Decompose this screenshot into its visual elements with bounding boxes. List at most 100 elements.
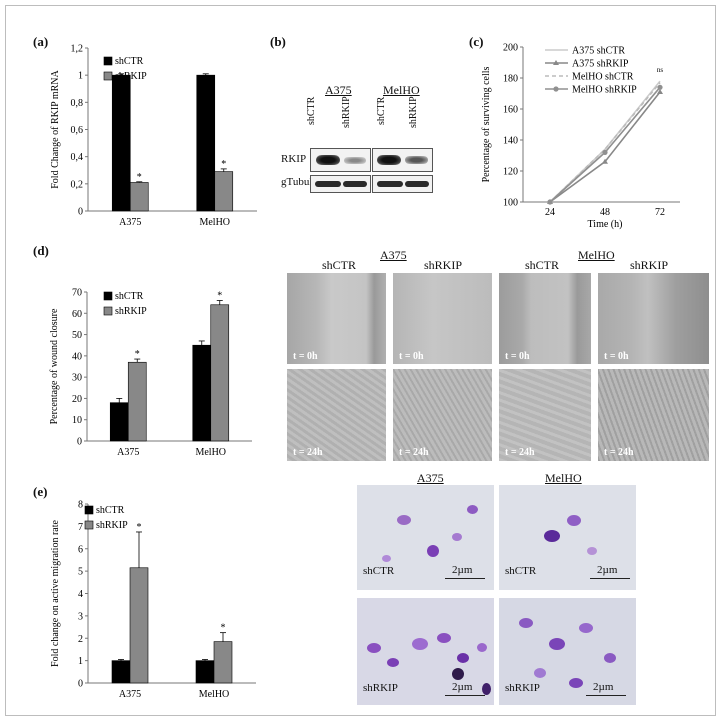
wound-time-label: t = 0h — [399, 351, 424, 362]
wound-time-label: t = 0h — [505, 351, 530, 362]
y-tick-label: 20 — [72, 394, 82, 405]
panel-d-label: (d) — [33, 243, 49, 258]
y-tick-label: 0,8 — [71, 98, 84, 109]
scale-bar — [590, 578, 630, 579]
blot-lane-label: shRKIP — [341, 96, 352, 128]
legend-label: A375 shRKIP — [572, 59, 629, 70]
migration-row-label: shRKIP — [363, 682, 398, 694]
wound-image — [598, 273, 709, 364]
blot-cellline-a375: A375 — [325, 83, 352, 97]
legend-label: A375 shCTR — [572, 46, 625, 57]
scale-bar-label: 2µm — [597, 564, 618, 576]
data-point — [602, 149, 608, 155]
x-tick-label: A375 — [117, 447, 139, 458]
y-tick-label: 8 — [78, 500, 83, 511]
significance-mark: * — [221, 623, 226, 634]
data-point — [657, 84, 663, 90]
x-tick-label: A375 — [119, 689, 141, 700]
y-tick-label: 4 — [78, 589, 83, 600]
significance-mark: * — [137, 172, 142, 183]
wound-time-label: t = 0h — [604, 351, 629, 362]
legend-marker — [553, 60, 559, 65]
scale-bar — [445, 695, 485, 696]
bar-shCTR — [111, 660, 131, 684]
legend-swatch — [84, 520, 94, 530]
wound-image — [598, 369, 709, 461]
legend-label: MelHO shCTR — [572, 72, 634, 83]
y-tick-label: 70 — [72, 288, 82, 299]
migration-group-a375: A375 — [417, 471, 444, 485]
blot-strip-rkip-a375 — [310, 148, 371, 172]
wound-time-label: t = 24h — [604, 447, 634, 458]
legend-label: shRKIP — [115, 71, 147, 82]
data-point — [602, 158, 608, 164]
panel-e-label: (e) — [33, 484, 48, 499]
wound-col-label: shCTR — [322, 258, 357, 272]
y-axis-label: Fold Change of RKIP mRNA — [50, 69, 61, 188]
wound-image — [287, 273, 386, 364]
panel-b-label: (b) — [270, 34, 286, 49]
legend-swatch — [103, 291, 113, 301]
panel-c-label: (c) — [469, 34, 484, 49]
blot-lane-label: shRKIP — [408, 96, 419, 128]
legend-label: shCTR — [115, 56, 144, 67]
wound-time-label: t = 24h — [399, 447, 429, 458]
y-tick-label: 0,6 — [71, 125, 84, 136]
blot-cellline-melho: MelHO — [383, 83, 420, 97]
legend-marker — [553, 86, 559, 92]
figure-frame — [5, 5, 716, 716]
y-tick-label: 5 — [78, 567, 83, 578]
legend-label: MelHO shRKIP — [572, 85, 637, 96]
y-tick-label: 1,2 — [71, 44, 84, 55]
wound-image — [499, 273, 591, 364]
legend-label: shRKIP — [115, 306, 147, 317]
y-tick-label: 10 — [72, 415, 82, 426]
y-axis-label: Percentage of wound closure — [49, 308, 60, 424]
migration-image-melho-shrkip — [499, 598, 636, 705]
migration-row-label: shRKIP — [505, 682, 540, 694]
y-tick-label: 7 — [78, 522, 83, 533]
y-tick-label: 3 — [78, 611, 83, 622]
wound-time-label: t = 24h — [505, 447, 535, 458]
wound-col-label: shCTR — [525, 258, 560, 272]
y-tick-label: 60 — [72, 309, 82, 320]
wound-image — [393, 273, 492, 364]
scale-bar-label: 2µm — [593, 681, 614, 693]
y-tick-label: 0 — [77, 437, 82, 448]
blot-strip-rkip-melho — [372, 148, 433, 172]
y-tick-label: 160 — [503, 105, 518, 116]
significance-mark: * — [135, 349, 140, 360]
x-tick-label: MelHO — [199, 217, 230, 228]
significance-mark: * — [217, 291, 222, 302]
y-tick-label: 120 — [503, 167, 518, 178]
data-point — [657, 88, 663, 94]
y-tick-label: 0,2 — [71, 179, 84, 190]
legend-swatch — [103, 71, 113, 81]
y-tick-label: 0 — [78, 207, 83, 218]
legend-swatch — [103, 56, 113, 66]
migration-row-label: shCTR — [363, 565, 395, 577]
significance-mark: * — [137, 522, 142, 533]
blot-lane-label: shCTR — [376, 96, 387, 125]
legend-swatch — [103, 306, 113, 316]
y-tick-label: 100 — [503, 198, 518, 209]
blot-strip-tubulin-a375 — [310, 175, 371, 193]
scale-bar — [586, 695, 626, 696]
legend-label: shRKIP — [96, 520, 128, 531]
blot-strip-tubulin-melho — [372, 175, 433, 193]
bar-shRKIP — [129, 567, 149, 684]
y-tick-label: 40 — [72, 351, 82, 362]
y-tick-label: 140 — [503, 136, 518, 147]
x-axis-label: Time (h) — [588, 219, 623, 230]
y-axis-label: Fold change on active migration rate — [50, 519, 61, 666]
y-tick-label: 180 — [503, 74, 518, 85]
wound-col-label: shRKIP — [424, 258, 463, 272]
legend-swatch — [84, 505, 94, 515]
series-line — [549, 82, 661, 203]
bar-shRKIP — [213, 641, 233, 684]
migration-image-a375-shrkip — [357, 598, 494, 705]
legend-label: shCTR — [115, 291, 144, 302]
x-tick-label: 24 — [545, 207, 555, 218]
